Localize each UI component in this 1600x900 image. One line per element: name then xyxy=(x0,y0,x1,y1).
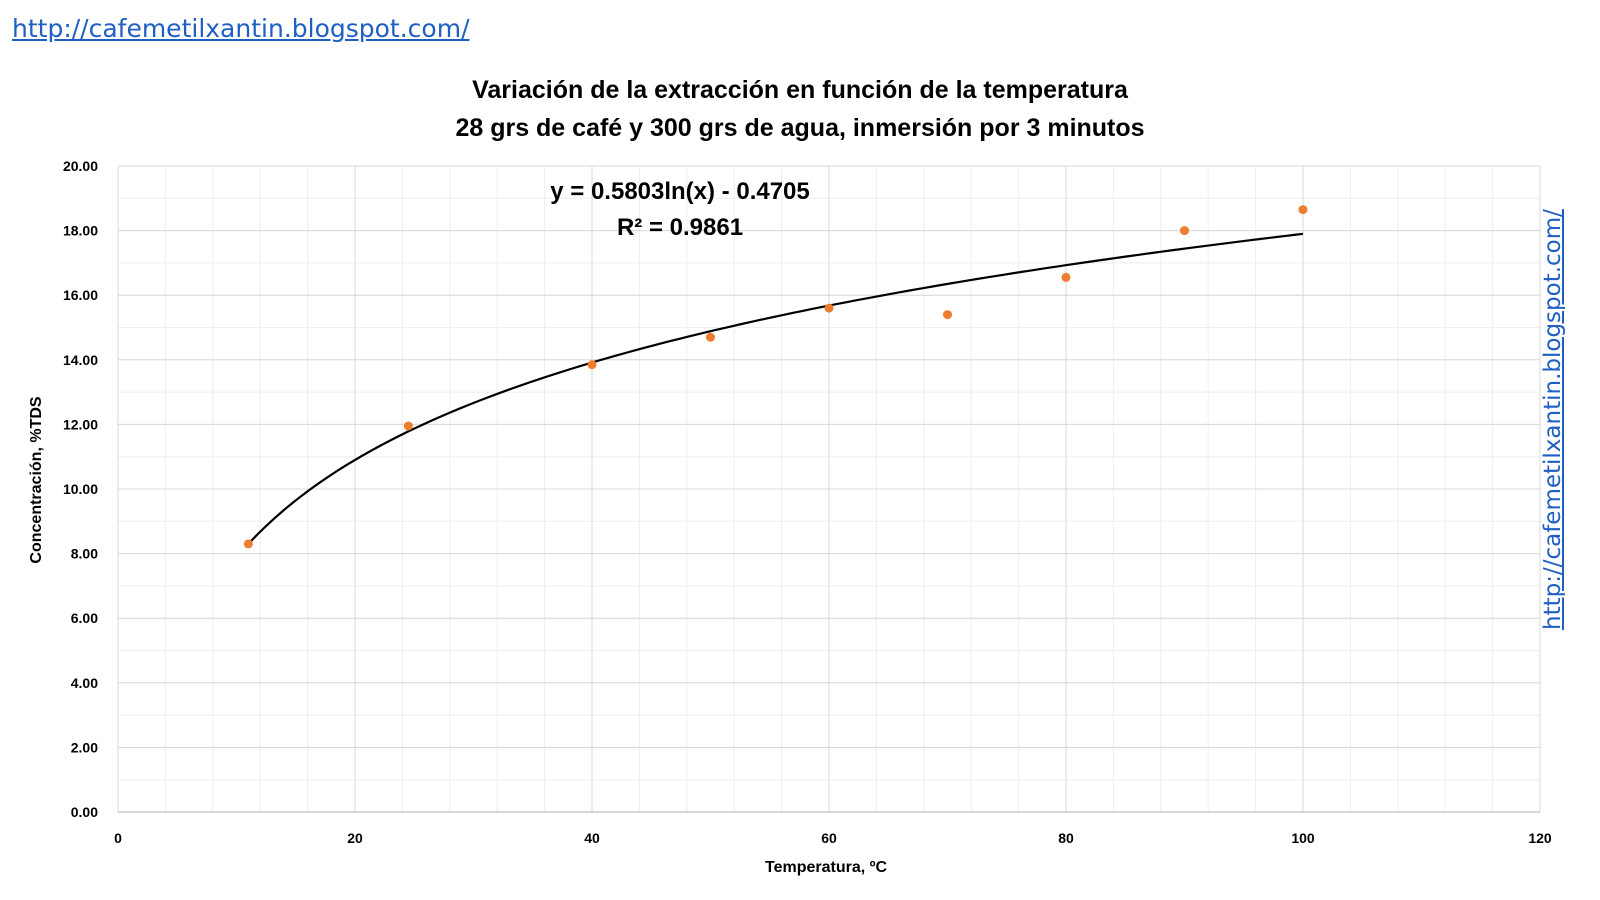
data-point xyxy=(706,332,715,342)
x-axis-title: Temperatura, ºC xyxy=(765,859,887,876)
y-tick-label: 20.00 xyxy=(63,158,98,174)
data-point xyxy=(1061,272,1071,282)
x-tick-label: 120 xyxy=(1528,830,1552,846)
x-tick-label: 80 xyxy=(1058,830,1074,846)
data-markers xyxy=(243,205,1308,549)
y-tick-label: 10.00 xyxy=(63,481,98,497)
chart-title-line-0: Variación de la extracción en función de… xyxy=(472,76,1129,104)
y-tick-label: 18.00 xyxy=(63,223,98,239)
y-axis-title: Concentración, %TDS xyxy=(28,396,45,563)
x-tick-labels: 0 20 40 60 80 100 120 xyxy=(114,830,1552,846)
y-tick-label: 12.00 xyxy=(63,416,98,432)
trendline-r-squared: R² = 0.9861 xyxy=(617,214,743,241)
y-tick-label: 0.00 xyxy=(71,804,98,820)
trendline-equation: y = 0.5803ln(x) - 0.4705 xyxy=(550,178,810,205)
blog-link-top[interactable]: http://cafemetilxantin.blogspot.com/ xyxy=(12,14,470,43)
y-tick-label: 14.00 xyxy=(63,352,98,368)
chart-title: Variación de la extracción en función de… xyxy=(455,76,1144,142)
grid-major xyxy=(117,165,1541,813)
data-point xyxy=(943,310,952,320)
data-point xyxy=(243,539,253,549)
data-point xyxy=(1298,205,1308,215)
data-point xyxy=(403,421,413,431)
y-tick-labels: 0.00 2.00 4.00 6.00 8.00 10.00 12.00 14.00 16.00… xyxy=(63,158,98,820)
x-tick-label: 40 xyxy=(584,830,600,846)
y-tick-label: 4.00 xyxy=(71,675,98,691)
x-tick-label: 0 xyxy=(114,830,122,846)
data-point xyxy=(587,360,597,370)
data-point xyxy=(824,303,834,313)
x-tick-label: 60 xyxy=(821,830,837,846)
y-tick-label: 8.00 xyxy=(71,546,98,562)
x-tick-label: 100 xyxy=(1291,830,1315,846)
y-tick-label: 6.00 xyxy=(71,610,98,626)
chart-title-line-1: 28 grs de café y 300 grs de agua, inmers… xyxy=(455,114,1144,142)
y-tick-label: 16.00 xyxy=(63,287,98,303)
data-point xyxy=(1180,226,1189,236)
x-tick-label: 20 xyxy=(347,830,363,846)
trendline-equation-group: y = 0.5803ln(x) - 0.4705 R² = 0.9861 xyxy=(550,178,810,241)
y-tick-label: 2.00 xyxy=(71,739,98,755)
trendline-curve xyxy=(247,232,1304,545)
